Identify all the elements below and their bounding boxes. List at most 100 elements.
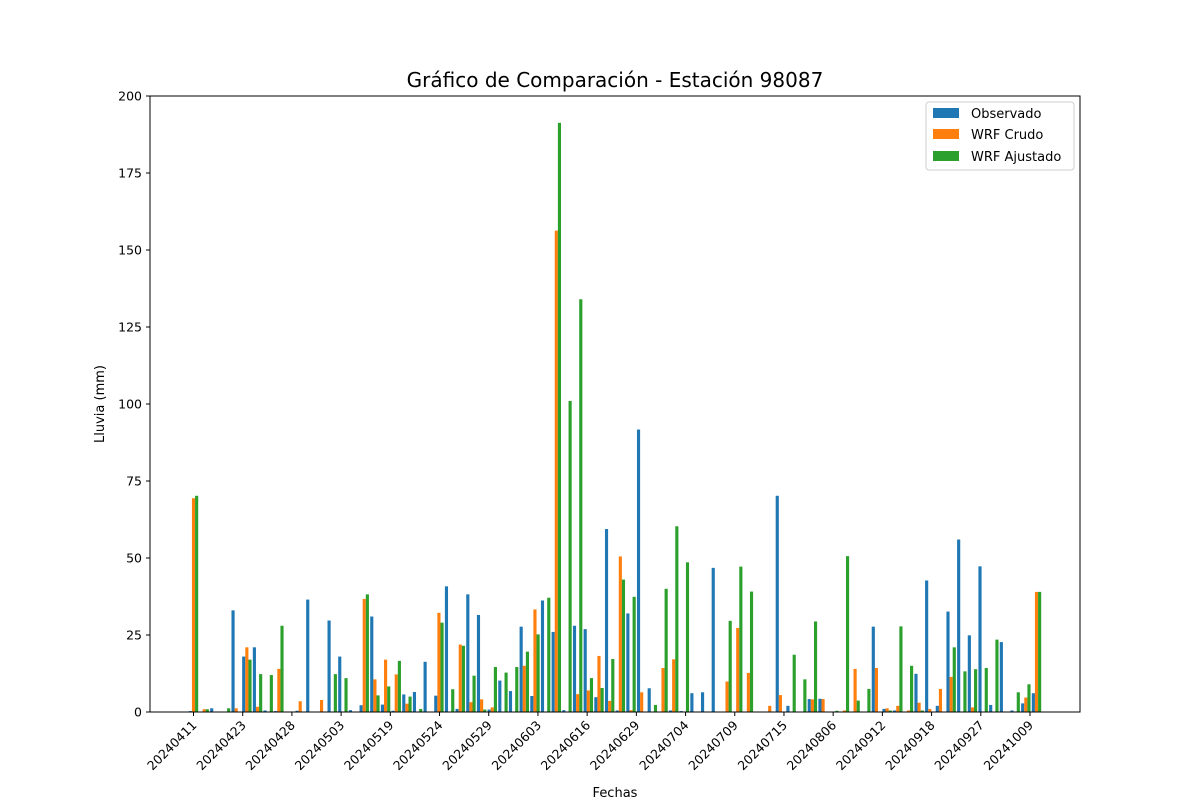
bar-wrf-crudo bbox=[821, 699, 825, 712]
bar-wrf-crudo bbox=[618, 556, 622, 712]
bar-observado bbox=[871, 626, 875, 712]
bar-wrf-crudo bbox=[896, 705, 900, 712]
bar-observado bbox=[978, 566, 982, 712]
plot-area-frame bbox=[149, 95, 1081, 713]
bar-wrf-crudo bbox=[640, 692, 644, 712]
bar-wrf-ajustado bbox=[653, 704, 658, 712]
x-tick-label: 20240423 bbox=[193, 718, 249, 774]
bar-observado bbox=[338, 656, 342, 712]
bar-observado bbox=[636, 429, 641, 712]
bar-wrf-crudo bbox=[298, 701, 302, 712]
bar-wrf-ajustado bbox=[536, 634, 540, 712]
bar-wrf-crudo bbox=[245, 647, 249, 712]
bar-wrf-crudo bbox=[277, 668, 281, 712]
legend-frame bbox=[925, 101, 1075, 171]
bar-observado bbox=[818, 698, 822, 712]
bar-observado bbox=[946, 611, 950, 712]
bar-observado bbox=[252, 647, 256, 712]
bar-observado bbox=[775, 495, 779, 712]
bars-group bbox=[188, 122, 1042, 713]
bar-observado bbox=[444, 586, 449, 712]
bar-wrf-ajustado bbox=[344, 678, 348, 712]
bar-observado bbox=[263, 710, 267, 712]
bar-observado bbox=[647, 688, 651, 712]
bar-wrf-ajustado bbox=[515, 667, 519, 712]
bar-wrf-ajustado bbox=[461, 645, 465, 712]
bar-observado bbox=[1010, 710, 1014, 712]
bar-wrf-ajustado bbox=[899, 626, 903, 712]
bar-wrf-ajustado bbox=[621, 579, 626, 712]
bar-wrf-crudo bbox=[554, 230, 558, 712]
bar-observado bbox=[572, 625, 577, 712]
x-tick-label: 20240411 bbox=[144, 718, 200, 774]
bar-observado bbox=[210, 708, 214, 712]
bar-wrf-ajustado bbox=[963, 671, 967, 712]
bar-wrf-ajustado bbox=[205, 709, 209, 712]
bar-wrf-ajustado bbox=[195, 495, 199, 712]
bar-observado bbox=[498, 680, 502, 712]
bar-wrf-crudo bbox=[1034, 591, 1039, 712]
bar-observado bbox=[370, 616, 374, 712]
bar-wrf-crudo bbox=[736, 627, 740, 712]
bar-observado bbox=[882, 708, 886, 712]
bar-wrf-ajustado bbox=[685, 562, 690, 712]
bar-observado bbox=[562, 710, 566, 712]
bar-observado bbox=[700, 692, 705, 712]
x-axis-label: Fechas bbox=[593, 786, 638, 800]
bar-wrf-crudo bbox=[885, 708, 889, 712]
bar-wrf-crudo bbox=[255, 706, 260, 712]
bar-wrf-crudo bbox=[608, 700, 612, 712]
bar-wrf-ajustado bbox=[739, 566, 743, 712]
bar-wrf-crudo bbox=[853, 668, 857, 712]
bar-observado bbox=[380, 704, 385, 712]
bar-observado bbox=[327, 620, 331, 712]
bar-wrf-ajustado bbox=[888, 710, 892, 712]
legend-label-wrf-crudo: WRF Crudo bbox=[971, 128, 1043, 143]
bar-observado bbox=[434, 695, 438, 712]
bar-wrf-ajustado bbox=[835, 710, 839, 712]
bar-wrf-ajustado bbox=[227, 708, 231, 712]
bar-observado bbox=[306, 599, 310, 712]
bar-wrf-crudo bbox=[874, 667, 879, 712]
chart-title: Gráfico de Comparación - Estación 98087 bbox=[407, 68, 824, 92]
bar-wrf-crudo bbox=[938, 688, 943, 712]
x-tick-label: 20240529 bbox=[439, 717, 495, 773]
bar-observado bbox=[295, 710, 299, 712]
x-tick-label: 20240629 bbox=[587, 717, 643, 773]
legend-swatch-observado bbox=[933, 108, 959, 118]
x-tick-label: 20240524 bbox=[390, 717, 446, 773]
bar-wrf-crudo bbox=[629, 710, 633, 712]
bar-wrf-crudo bbox=[906, 710, 911, 712]
x-tick-label: 20240519 bbox=[341, 717, 397, 773]
bar-wrf-crudo bbox=[661, 667, 665, 712]
bar-observado bbox=[935, 705, 939, 712]
bar-wrf-crudo bbox=[917, 702, 921, 712]
bar-wrf-ajustado bbox=[472, 675, 476, 712]
bar-wrf-ajustado bbox=[525, 651, 530, 712]
bar-wrf-ajustado bbox=[568, 400, 572, 712]
y-tick-label: 200 bbox=[118, 89, 142, 104]
bar-wrf-crudo bbox=[725, 681, 729, 712]
bar-wrf-crudo bbox=[469, 702, 473, 712]
bar-wrf-crudo bbox=[842, 710, 846, 712]
bar-wrf-crudo bbox=[373, 679, 377, 712]
bar-observado bbox=[615, 710, 619, 712]
y-axis: 0 25 50 75 100 125 150 175 200 bbox=[118, 89, 150, 720]
bar-wrf-ajustado bbox=[974, 669, 978, 712]
bar-observado bbox=[391, 710, 395, 712]
bar-observado bbox=[967, 635, 971, 712]
bar-wrf-crudo bbox=[234, 708, 238, 712]
bar-observado bbox=[402, 694, 406, 712]
bar-wrf-ajustado bbox=[557, 122, 562, 713]
bar-wrf-ajustado bbox=[1027, 684, 1031, 712]
bar-wrf-ajustado bbox=[419, 708, 423, 712]
bar-wrf-ajustado bbox=[867, 688, 871, 712]
y-tick-label: 25 bbox=[126, 628, 142, 643]
bar-observado bbox=[476, 614, 481, 712]
legend-swatch-wrf-ajustado bbox=[933, 151, 959, 161]
bar-wrf-crudo bbox=[522, 665, 526, 712]
bar-wrf-ajustado bbox=[845, 556, 850, 712]
bar-wrf-ajustado bbox=[504, 672, 508, 712]
bar-observado bbox=[412, 691, 417, 712]
